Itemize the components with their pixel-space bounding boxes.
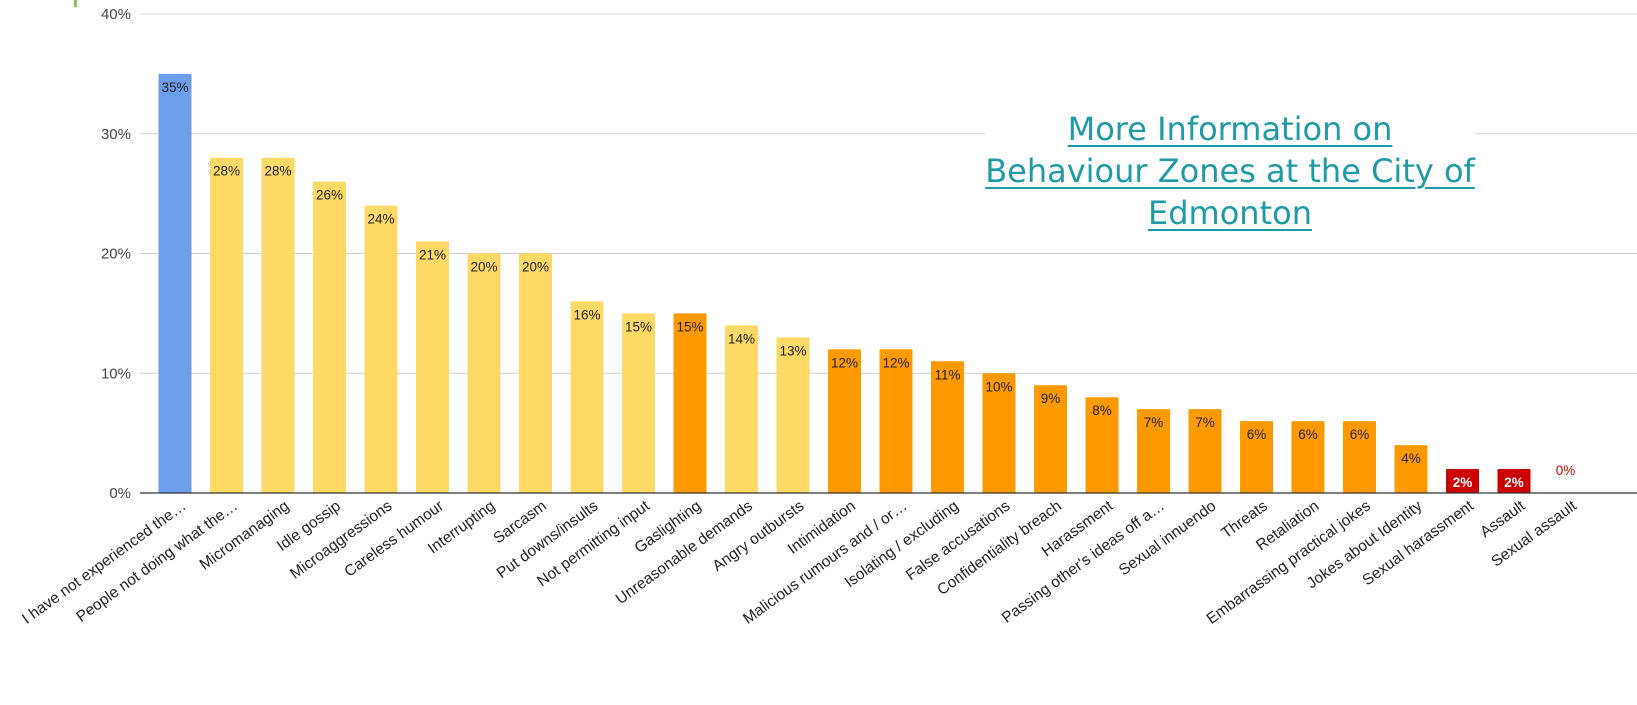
bar <box>571 301 604 493</box>
bar <box>365 206 398 493</box>
data-label: 12% <box>831 355 858 370</box>
y-tick-label: 20% <box>101 246 131 263</box>
data-label: 12% <box>882 355 909 370</box>
data-label: 6% <box>1350 427 1370 442</box>
more-info-box: More Information on Behaviour Zones at t… <box>985 108 1475 234</box>
bar <box>210 158 243 493</box>
data-label: 2% <box>1453 475 1473 490</box>
data-label: 4% <box>1401 451 1421 466</box>
bar <box>674 313 707 493</box>
y-tick-label: 0% <box>109 485 131 502</box>
bar <box>416 242 449 493</box>
data-label: 6% <box>1298 427 1318 442</box>
data-label: 28% <box>213 164 240 179</box>
bar <box>725 325 758 493</box>
data-label: 11% <box>934 367 960 382</box>
data-label: 16% <box>573 307 600 322</box>
bar <box>828 349 861 493</box>
data-label: 13% <box>779 343 806 358</box>
data-label: 15% <box>625 319 652 334</box>
bar <box>262 158 295 493</box>
category-label: Micromanaging <box>197 497 293 573</box>
bar <box>777 337 810 493</box>
data-label: 24% <box>367 212 394 227</box>
data-label: 10% <box>985 379 1012 394</box>
data-label: 35% <box>161 80 188 95</box>
bar <box>468 254 501 494</box>
y-axis-ticks: 0% 10% 20% 30% 40% <box>101 6 131 502</box>
data-label: 7% <box>1195 415 1215 430</box>
data-label: 20% <box>470 260 497 275</box>
category-label: Sexual innuendo <box>1116 497 1219 579</box>
y-tick-label: 30% <box>101 126 131 143</box>
data-label: 0% <box>1556 463 1576 478</box>
category-labels: I have not experienced the…People not do… <box>19 497 1580 628</box>
data-label: 21% <box>419 248 446 263</box>
category-label: Angry outbursts <box>710 497 808 575</box>
data-label: 15% <box>676 319 703 334</box>
data-label: 14% <box>728 331 755 346</box>
y-tick-label: 10% <box>101 365 131 382</box>
bar <box>519 254 552 494</box>
data-label: 6% <box>1247 427 1267 442</box>
data-label: 26% <box>316 188 343 203</box>
data-label: 8% <box>1092 403 1112 418</box>
bar <box>159 74 192 493</box>
data-label: 9% <box>1041 391 1061 406</box>
data-label: 28% <box>264 164 291 179</box>
data-label: 7% <box>1144 415 1164 430</box>
bar <box>622 313 655 493</box>
bar <box>880 349 913 493</box>
y-tick-label: 40% <box>101 6 131 23</box>
bar <box>313 182 346 493</box>
more-info-link[interactable]: More Information on Behaviour Zones at t… <box>985 110 1475 232</box>
data-label: 2% <box>1504 475 1524 490</box>
data-label: 20% <box>522 260 549 275</box>
